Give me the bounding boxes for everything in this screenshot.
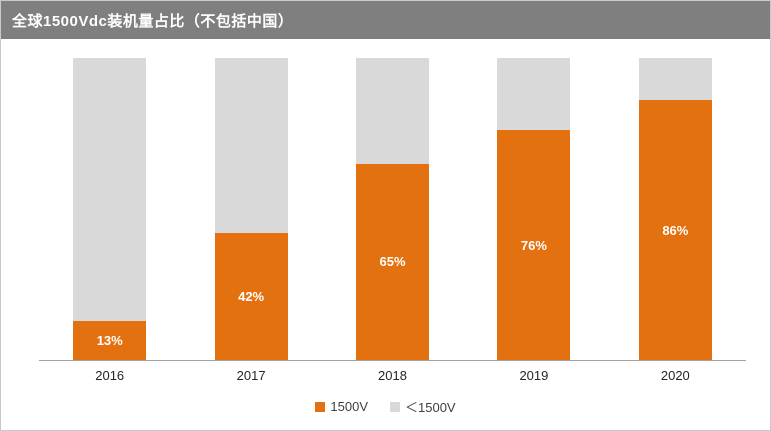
chart-title-bar: 全球1500Vdc装机量占比（不包括中国） <box>1 1 770 39</box>
x-axis-tick-labels: 2016 2017 2018 2019 2020 <box>39 368 746 383</box>
x-tick-label-2020: 2020 <box>660 368 690 383</box>
x-tick-label-2018: 2018 <box>378 368 407 383</box>
legend-item-1500v: 1500V <box>315 399 368 414</box>
bar-value-label-2016: 13% <box>96 332 123 348</box>
stacked-bar-2016: 13% <box>73 58 147 360</box>
bar-segment-1500v-2016: 13% <box>73 320 147 360</box>
chart-legend: 1500V ＜1500V <box>1 397 770 416</box>
chart-title: 全球1500Vdc装机量占比（不包括中国） <box>12 12 294 30</box>
bar-segment-lt1500v-2019 <box>497 58 571 131</box>
bar-segment-lt1500v-2018 <box>356 58 430 164</box>
bar-value-label-2020: 86% <box>662 222 689 238</box>
legend-item-lt1500v: ＜1500V <box>390 397 456 416</box>
stacked-bar-2017: 42% <box>214 58 288 360</box>
x-tick-label-2016: 2016 <box>95 368 125 383</box>
stacked-bar-2018: 65% <box>356 58 430 360</box>
stacked-bar-2020: 86% <box>638 58 712 360</box>
bar-slot-2020: 86% <box>605 58 746 360</box>
bar-segment-lt1500v-2017 <box>214 58 288 234</box>
legend-swatch-icon <box>315 401 326 412</box>
legend-label: ＜1500V <box>405 400 456 415</box>
bar-segment-lt1500v-2016 <box>73 58 147 321</box>
bar-slot-2017: 42% <box>180 58 321 360</box>
legend-label: 1500V <box>330 399 368 414</box>
bar-value-label-2017: 42% <box>238 289 265 305</box>
x-tick-label-2019: 2019 <box>519 368 549 383</box>
plot-area: 13% 42% 65% 76% 86% <box>39 58 746 360</box>
bar-slot-2016: 13% <box>39 58 180 360</box>
bar-value-label-2018: 65% <box>379 254 406 270</box>
x-axis-line <box>39 360 746 361</box>
bar-value-label-2019: 76% <box>520 237 547 253</box>
bar-segment-1500v-2017: 42% <box>214 233 288 360</box>
bar-segment-1500v-2020: 86% <box>638 100 712 360</box>
bar-slot-2019: 76% <box>463 58 604 360</box>
stacked-bar-2019: 76% <box>497 58 571 360</box>
legend-swatch-icon <box>390 401 400 412</box>
bar-segment-lt1500v-2020 <box>638 58 712 101</box>
bar-segment-1500v-2019: 76% <box>497 130 571 360</box>
bar-segment-1500v-2018: 65% <box>356 163 430 360</box>
x-tick-label-2017: 2017 <box>236 368 266 383</box>
bar-slot-2018: 65% <box>322 58 463 360</box>
